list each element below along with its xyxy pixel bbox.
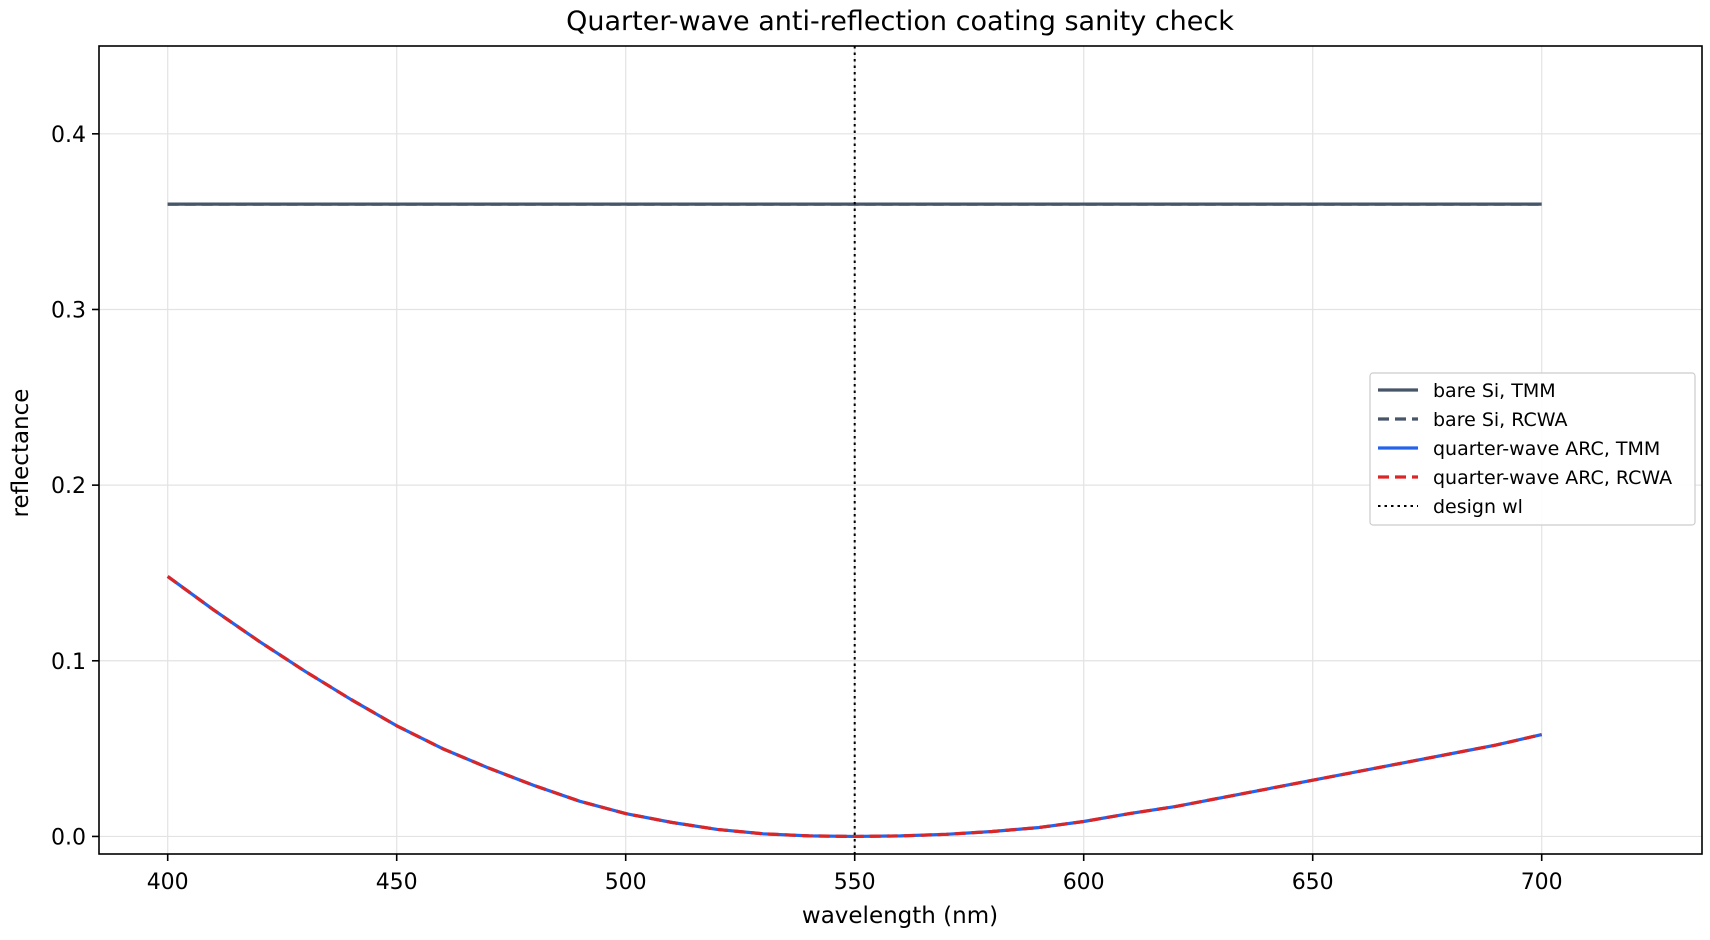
axes-layer: 400 450 500 550 600 650 700 0.0 0.1 0.2 0.3 0.4	[51, 45, 1703, 895]
legend-label-1: bare Si, TMM	[1433, 380, 1556, 402]
series-line-4	[166, 575, 1543, 839]
y-tick-label-0.0: 0.0	[51, 825, 86, 850]
legend: bare Si, TMM bare Si, RCWA quarter-wave AR…	[1369, 372, 1696, 526]
y-tick-label-0.3: 0.3	[51, 298, 86, 323]
y-axis-label: reflectance	[8, 389, 34, 518]
x-tick-label-600: 600	[1063, 870, 1105, 895]
chart-title: Quarter-wave anti-reflection coating san…	[566, 6, 1234, 37]
x-tick-label-550: 550	[834, 870, 876, 895]
x-tick-label-650: 650	[1292, 870, 1334, 895]
x-tick-label-500: 500	[605, 870, 647, 895]
y-tick-label-0.4: 0.4	[51, 123, 86, 148]
legend-label-5: design wl	[1433, 496, 1523, 518]
x-tick-label-400: 400	[147, 870, 189, 895]
legend-label-3: quarter-wave ARC, TMM	[1433, 438, 1660, 460]
legend-box	[1369, 372, 1696, 526]
y-tick-label-0.1: 0.1	[51, 650, 86, 675]
legend-label-2: bare Si, RCWA	[1433, 409, 1568, 431]
y-tick-label-0.2: 0.2	[51, 474, 86, 499]
x-axis-label: wavelength (nm)	[802, 903, 998, 929]
series-layer	[166, 46, 1543, 854]
legend-label-4: quarter-wave ARC, RCWA	[1433, 467, 1672, 489]
x-tick-label-450: 450	[376, 870, 418, 895]
plot-frame	[98, 45, 1703, 855]
x-tick-label-700: 700	[1521, 870, 1563, 895]
